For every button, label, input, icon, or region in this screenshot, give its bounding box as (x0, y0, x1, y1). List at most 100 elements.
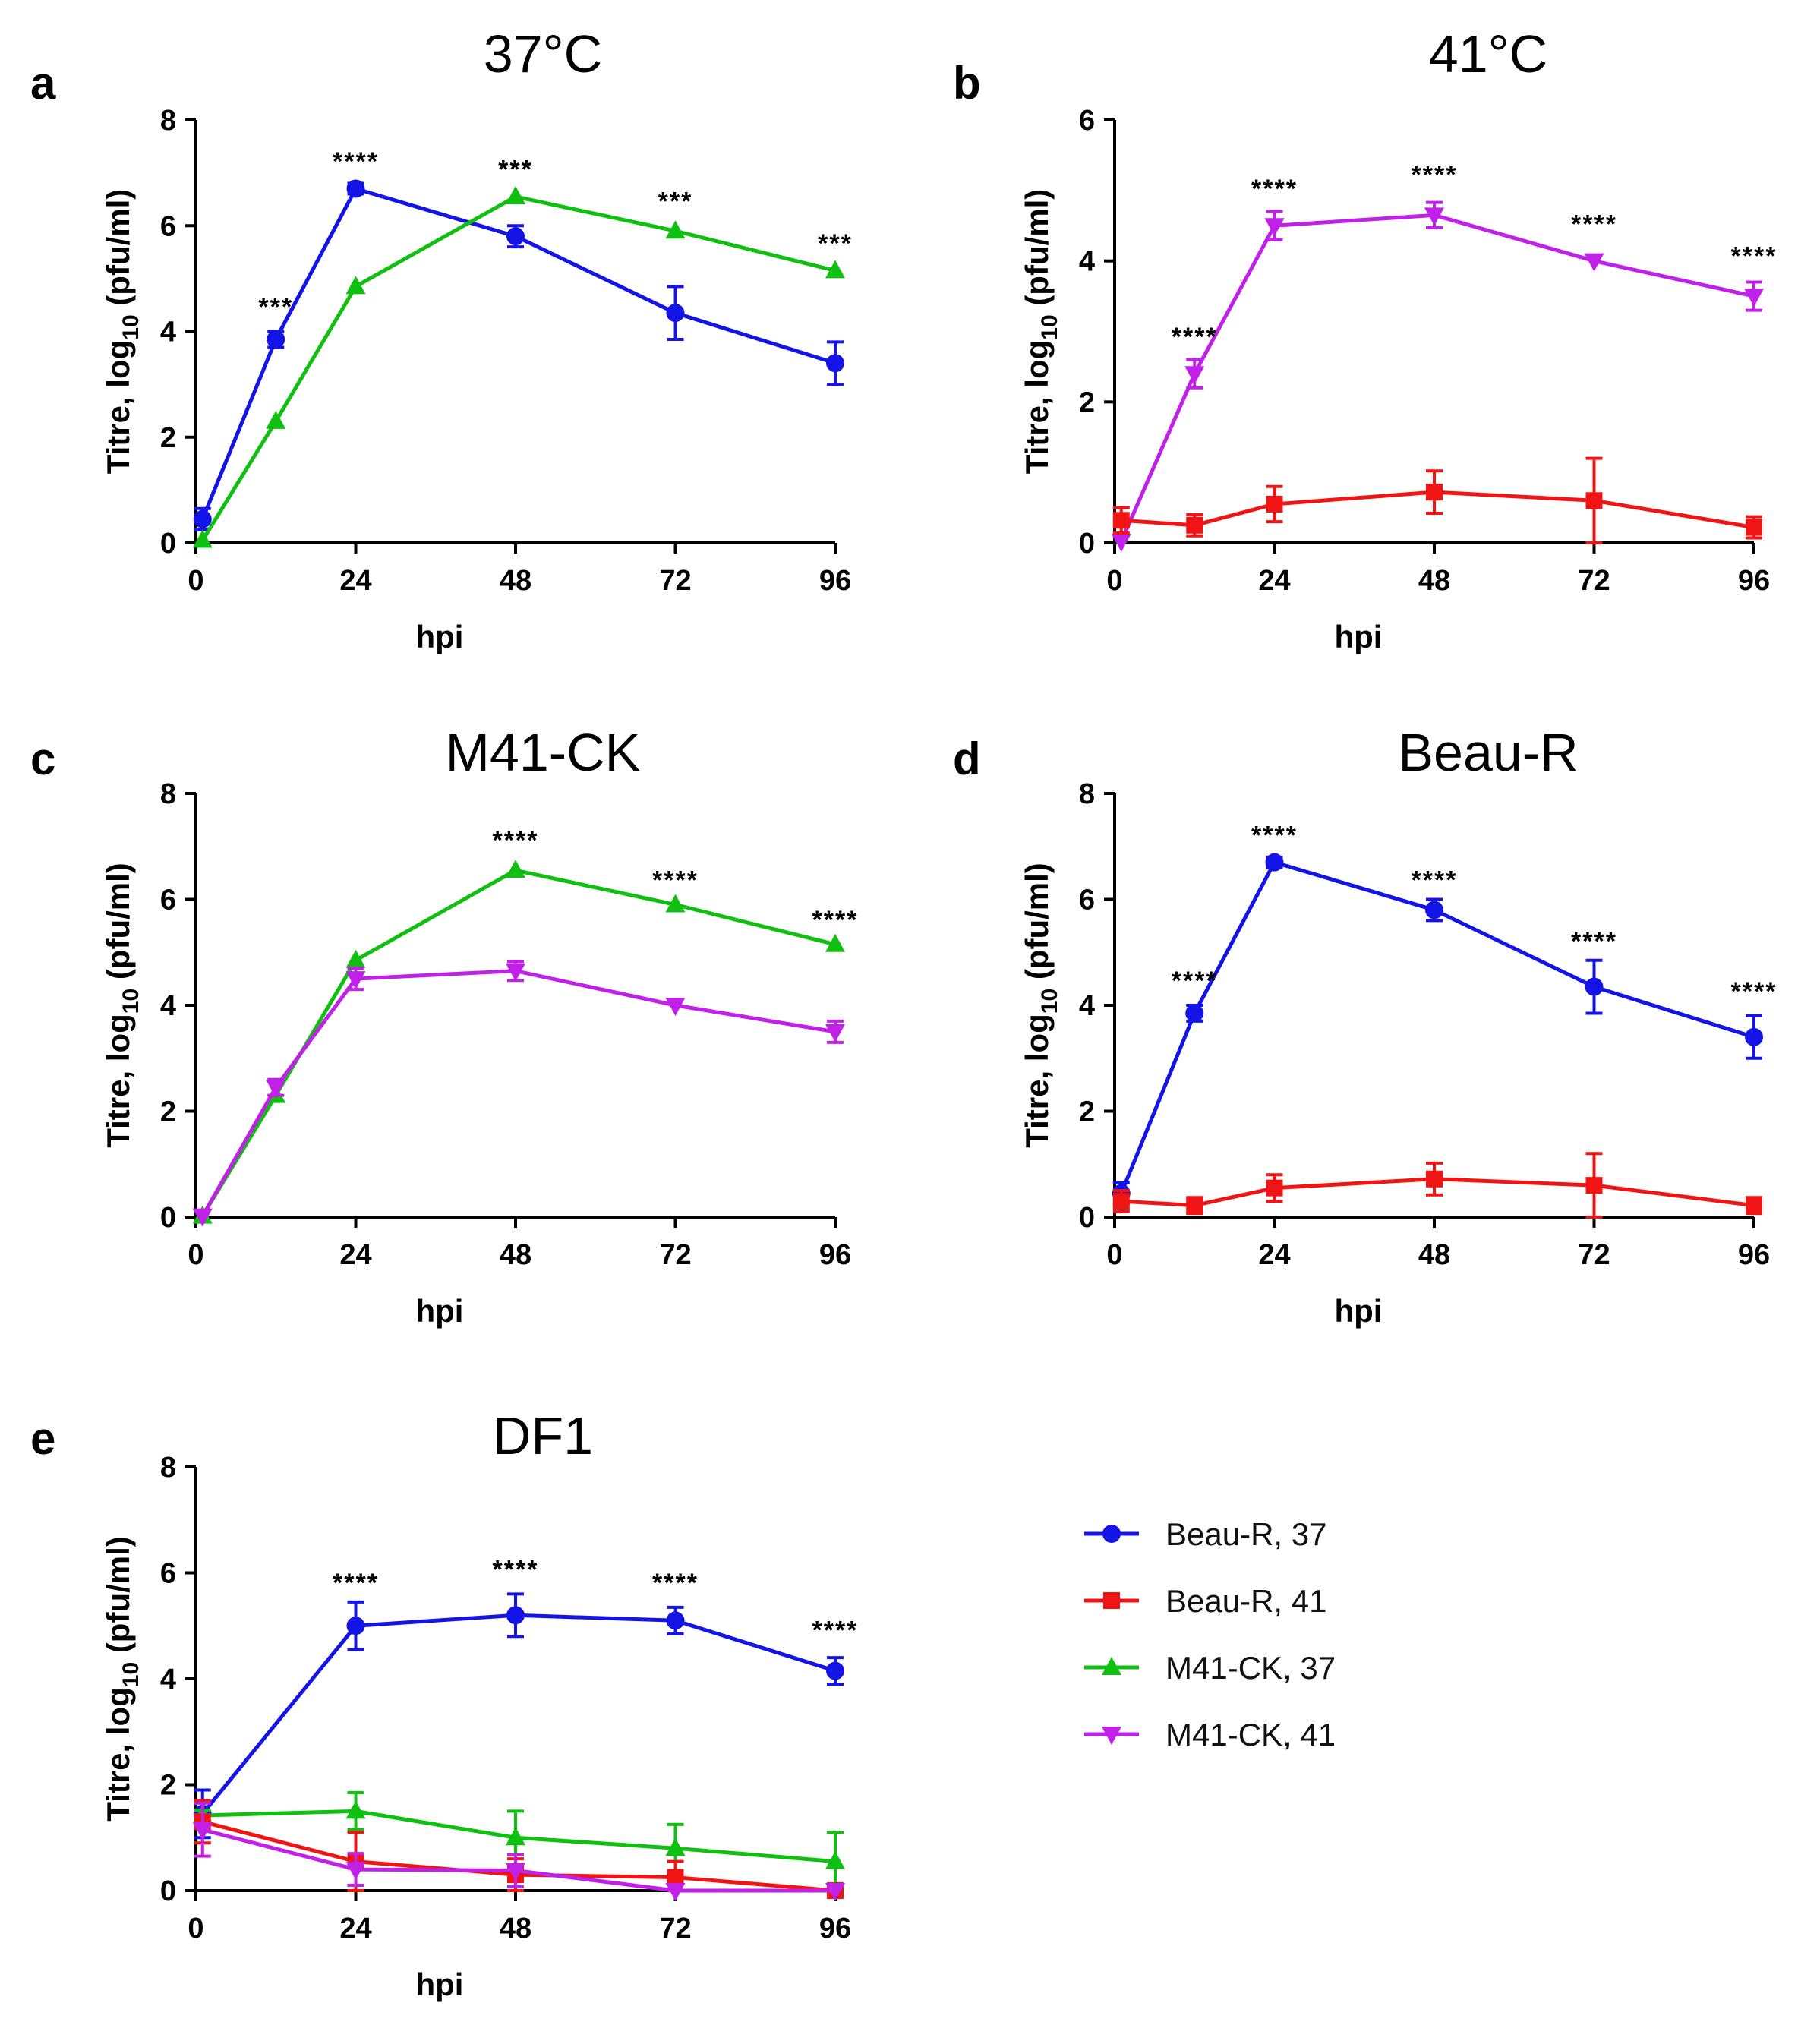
x-tick-label: 24 (339, 1913, 371, 1945)
data-point (506, 963, 525, 982)
y-axis-label-part: (pfu/ml) (100, 863, 136, 989)
x-tick-label: 0 (188, 565, 203, 597)
legend-marker (1103, 1592, 1120, 1609)
significance-label: *** (258, 293, 293, 322)
series-beau-r-37 (1112, 853, 1763, 1206)
data-point (665, 894, 686, 913)
legend-item: M41-CK, 37 (1084, 1650, 1336, 1686)
series-beau-r-37 (193, 179, 844, 531)
y-tick-label: 8 (160, 1452, 176, 1484)
data-point (345, 949, 366, 968)
y-tick-label: 8 (160, 778, 176, 810)
x-tick-label: 0 (188, 1913, 203, 1945)
y-axis-label: Titre, log10 (pfu/ml) (1019, 863, 1062, 1148)
legend-label: M41-CK, 37 (1165, 1650, 1336, 1686)
series-line (200, 868, 836, 1217)
data-point (825, 1850, 845, 1869)
data-point (825, 260, 845, 279)
series-line (1121, 490, 1755, 530)
x-tick-label: 0 (1106, 1239, 1122, 1271)
data-point (1426, 1170, 1443, 1188)
data-point (193, 509, 212, 528)
data-point (267, 330, 285, 349)
data-point (666, 304, 685, 323)
x-tick-label: 72 (1578, 1239, 1610, 1271)
significance-label: *** (498, 156, 533, 185)
data-point (1266, 1179, 1283, 1197)
data-point (1585, 492, 1603, 509)
legend: Beau-R, 37 Beau-R, 41 M41-CK, 37 M41-CK, 41 (1084, 1516, 1336, 1752)
data-point (192, 1208, 213, 1227)
y-axis-label-part: (pfu/ml) (1019, 863, 1055, 989)
x-axis-label: hpi (416, 1293, 464, 1329)
y-tick-label: 0 (1079, 528, 1095, 560)
x-axis-label: hpi (416, 1967, 464, 2002)
y-tick-label: 4 (160, 317, 176, 349)
data-point (345, 1800, 366, 1819)
y-axis-label-subscript: 10 (1037, 989, 1062, 1014)
x-tick-label: 24 (339, 1239, 371, 1271)
y-axis-label-part: Titre, log (1019, 340, 1055, 475)
legend-item: M41-CK, 41 (1084, 1717, 1336, 1752)
series-beau-r-37 (193, 1592, 844, 1840)
data-point (665, 998, 686, 1016)
series-line (200, 969, 836, 1217)
x-tick-label: 24 (339, 565, 371, 597)
significance-label: **** (1172, 967, 1218, 995)
legend-marker (1102, 1525, 1121, 1543)
x-tick-label: 96 (1738, 565, 1770, 597)
data-point (667, 1869, 684, 1886)
significance-label: **** (1731, 241, 1777, 270)
y-axis-label-part: (pfu/ml) (1019, 189, 1055, 315)
data-point (1266, 495, 1283, 513)
x-tick-label: 48 (500, 565, 531, 597)
data-point (665, 1837, 686, 1856)
x-tick-label: 24 (1258, 1239, 1290, 1271)
significance-label: **** (1571, 927, 1617, 956)
data-point (825, 1024, 845, 1042)
y-tick-label: 6 (160, 1558, 176, 1590)
series-line (200, 187, 836, 520)
significance-label: **** (493, 1555, 539, 1584)
data-point (192, 1822, 213, 1840)
data-point (1111, 534, 1131, 553)
significance-label: **** (812, 1617, 859, 1645)
data-point (506, 1606, 525, 1625)
data-point (1184, 366, 1205, 385)
data-point (826, 354, 844, 373)
data-point (266, 1080, 286, 1099)
y-axis-label-part: Titre, log (100, 1687, 136, 1822)
data-point (346, 179, 365, 198)
data-point (666, 1611, 685, 1630)
x-axis-label: hpi (1335, 619, 1383, 654)
panel-letter: b (953, 58, 981, 109)
y-tick-label: 4 (1079, 990, 1095, 1022)
significance-label: **** (1172, 323, 1218, 352)
y-tick-label: 0 (160, 1202, 176, 1234)
significance-label: *** (818, 229, 853, 258)
y-axis-label-part: Titre, log (100, 1014, 136, 1148)
series-m41-ck-41 (192, 960, 845, 1227)
panel-letter: d (953, 733, 981, 784)
y-axis-label-subscript: 10 (1037, 314, 1062, 339)
series-m41-ck-41 (192, 1801, 845, 1901)
x-tick-label: 24 (1258, 565, 1290, 597)
x-tick-label: 72 (659, 1913, 691, 1945)
chart-title: DF1 (493, 1406, 593, 1465)
significance-label: *** (658, 187, 693, 216)
y-tick-label: 4 (1079, 246, 1095, 278)
data-point (1426, 484, 1443, 501)
series-line (1119, 860, 1755, 1194)
y-tick-label: 6 (160, 210, 176, 242)
series-line (1119, 213, 1755, 543)
series-line (200, 1613, 836, 1815)
data-point (825, 1883, 845, 1901)
data-point (826, 1661, 844, 1680)
data-point (345, 1862, 366, 1881)
y-tick-label: 2 (160, 1096, 176, 1128)
significance-label: **** (493, 826, 539, 855)
data-point (1585, 977, 1604, 996)
